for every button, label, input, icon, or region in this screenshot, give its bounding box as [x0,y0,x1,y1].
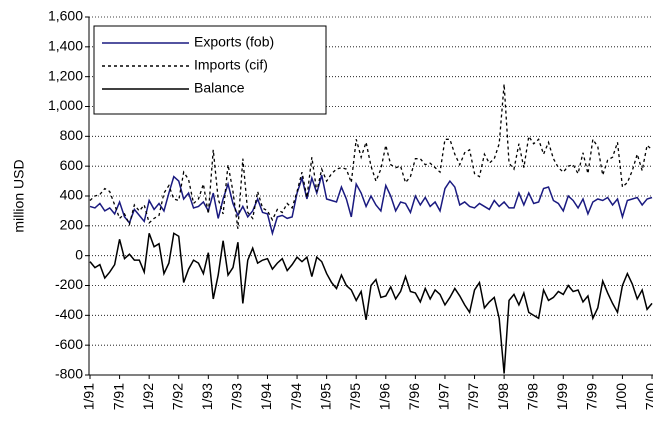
legend-label: Balance [194,80,245,96]
x-tick-label: 1/94 [258,383,274,410]
x-tick-label: 1/99 [554,383,570,410]
series-line [89,232,653,374]
y-axis-label: million USD [11,159,27,232]
x-tick-label: 1/92 [140,383,156,410]
legend-label: Exports (fob) [194,34,274,50]
y-tick-label: 200 [60,217,84,233]
y-tick-label: 0 [75,246,83,262]
x-tick-label: 1/97 [436,383,452,410]
y-tick-label: -200 [55,276,83,292]
legend-box [93,25,327,115]
y-tick-label: 800 [60,127,84,143]
x-tick-label: 7/96 [406,383,422,410]
x-tick-label: 7/93 [229,383,245,410]
y-tick-label: 1,000 [48,97,83,113]
x-tick-label: 1/95 [317,383,333,410]
x-tick-label: 1/96 [377,383,393,410]
x-tick-label: 7/98 [524,383,540,410]
x-tick-label: 7/00 [643,383,653,410]
y-tick-label: 1,600 [48,8,83,24]
y-tick-label: -800 [55,366,83,382]
x-tick-label: 7/92 [169,383,185,410]
x-tick-label: 1/98 [495,383,511,410]
x-tick-label: 7/95 [347,383,363,410]
x-tick-label: 7/94 [288,383,304,410]
y-tick-label: 1,200 [48,67,83,83]
x-tick-label: 7/97 [465,383,481,410]
x-tick-label: 7/91 [110,383,126,410]
y-tick-label: 400 [60,187,84,203]
x-tick-label: 7/99 [584,383,600,410]
y-tick-label: 1,400 [48,38,83,54]
series-line [89,84,653,229]
x-tick-label: 1/00 [613,383,629,410]
x-tick-label: 1/91 [81,383,97,410]
y-tick-label: -400 [55,306,83,322]
series-line [89,174,653,237]
y-tick-label: 600 [60,157,84,173]
legend-label: Imports (cif) [194,57,268,73]
y-tick-label: -600 [55,336,83,352]
x-tick-label: 1/93 [199,383,215,410]
